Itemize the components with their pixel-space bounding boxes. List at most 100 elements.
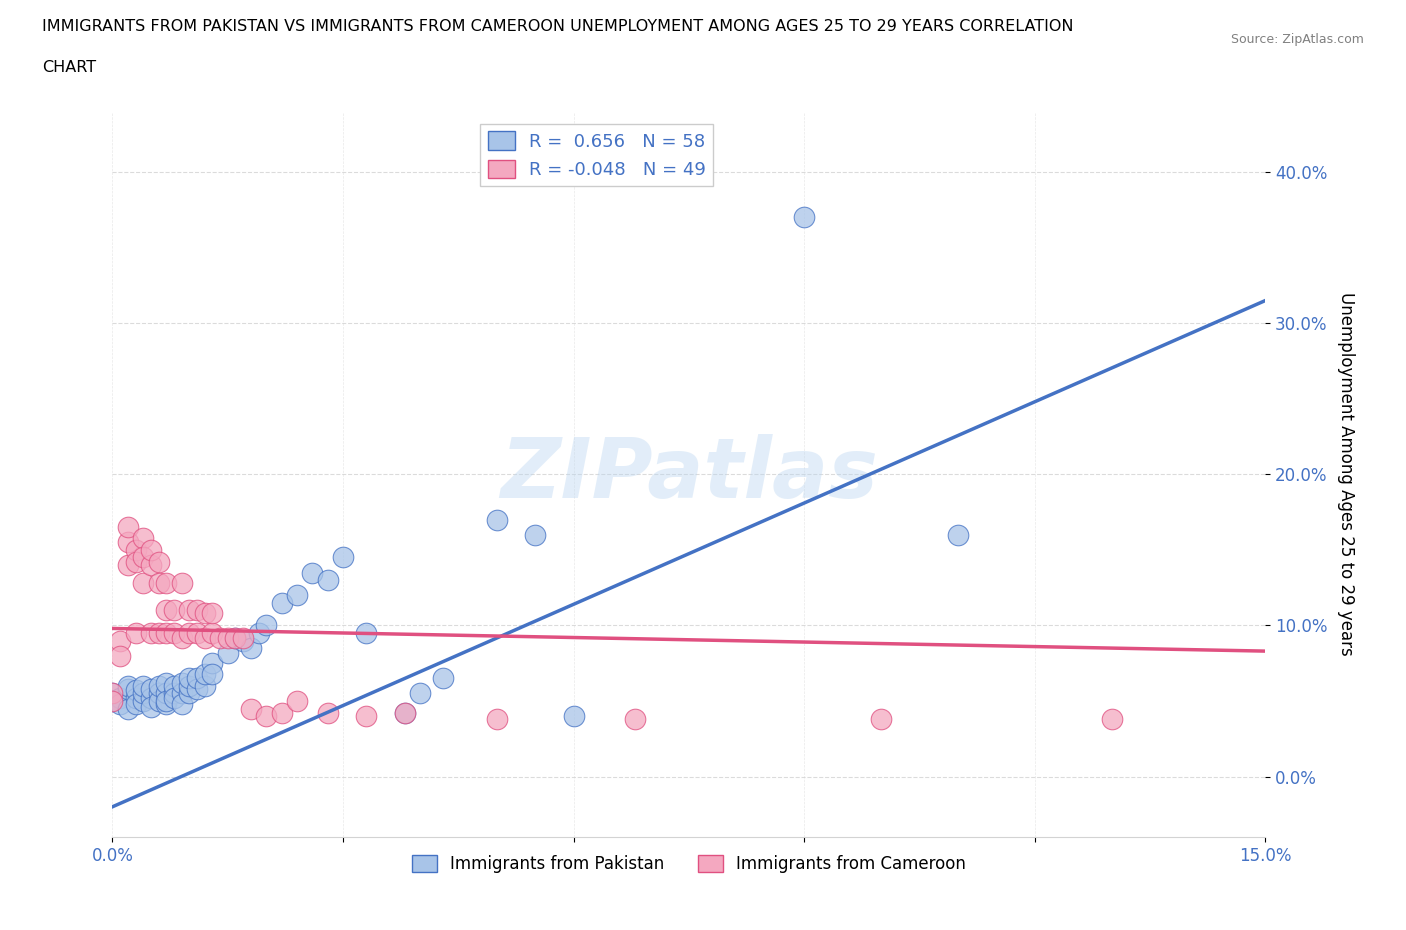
Point bbox=[524, 527, 547, 542]
Point bbox=[117, 682, 139, 697]
Point bbox=[270, 706, 292, 721]
Point bbox=[163, 603, 186, 618]
Point bbox=[232, 631, 254, 645]
Point bbox=[108, 690, 131, 706]
Point bbox=[155, 626, 177, 641]
Point bbox=[301, 565, 323, 580]
Point bbox=[132, 694, 155, 709]
Point bbox=[209, 631, 232, 645]
Point bbox=[117, 701, 139, 716]
Y-axis label: Unemployment Among Ages 25 to 29 years: Unemployment Among Ages 25 to 29 years bbox=[1337, 292, 1355, 657]
Point bbox=[139, 690, 162, 706]
Point bbox=[285, 694, 308, 709]
Point bbox=[139, 626, 162, 641]
Point bbox=[124, 683, 146, 698]
Point bbox=[148, 694, 170, 709]
Point bbox=[194, 679, 217, 694]
Point bbox=[201, 666, 224, 681]
Point bbox=[201, 606, 224, 621]
Point bbox=[217, 631, 239, 645]
Point bbox=[148, 679, 170, 694]
Point bbox=[108, 697, 131, 711]
Point bbox=[170, 631, 193, 645]
Text: CHART: CHART bbox=[42, 60, 96, 75]
Point bbox=[270, 595, 292, 610]
Text: Source: ZipAtlas.com: Source: ZipAtlas.com bbox=[1230, 33, 1364, 46]
Point bbox=[139, 558, 162, 573]
Point bbox=[124, 542, 146, 557]
Point bbox=[117, 520, 139, 535]
Point bbox=[139, 542, 162, 557]
Point bbox=[124, 626, 146, 641]
Point bbox=[170, 686, 193, 701]
Point bbox=[155, 694, 177, 709]
Point bbox=[316, 573, 339, 588]
Point bbox=[124, 554, 146, 569]
Point bbox=[186, 603, 208, 618]
Point bbox=[1101, 711, 1123, 726]
Point bbox=[101, 686, 124, 701]
Point bbox=[793, 210, 815, 225]
Point bbox=[394, 706, 416, 721]
Point bbox=[108, 648, 131, 663]
Point bbox=[132, 686, 155, 701]
Point bbox=[155, 675, 177, 690]
Point bbox=[179, 671, 201, 685]
Point bbox=[239, 641, 262, 656]
Point bbox=[332, 550, 354, 565]
Point bbox=[132, 550, 155, 565]
Legend: Immigrants from Pakistan, Immigrants from Cameroon: Immigrants from Pakistan, Immigrants fro… bbox=[405, 848, 973, 880]
Point bbox=[201, 626, 224, 641]
Point bbox=[124, 690, 146, 706]
Point bbox=[432, 671, 454, 685]
Point bbox=[946, 527, 969, 542]
Point bbox=[870, 711, 893, 726]
Point bbox=[232, 633, 254, 648]
Point bbox=[316, 706, 339, 721]
Point bbox=[186, 682, 208, 697]
Point bbox=[163, 686, 186, 701]
Point bbox=[179, 603, 201, 618]
Point bbox=[194, 666, 217, 681]
Point bbox=[485, 711, 508, 726]
Point bbox=[170, 576, 193, 591]
Point bbox=[163, 626, 186, 641]
Point bbox=[624, 711, 647, 726]
Point bbox=[562, 709, 585, 724]
Point bbox=[155, 686, 177, 701]
Point bbox=[179, 626, 201, 641]
Point bbox=[148, 554, 170, 569]
Point bbox=[354, 709, 377, 724]
Point bbox=[409, 686, 432, 701]
Point bbox=[139, 682, 162, 697]
Point bbox=[132, 530, 155, 545]
Point bbox=[124, 697, 146, 711]
Point bbox=[117, 535, 139, 550]
Point bbox=[170, 697, 193, 711]
Point bbox=[239, 701, 262, 716]
Point bbox=[101, 694, 124, 709]
Point bbox=[139, 699, 162, 714]
Point bbox=[148, 686, 170, 701]
Point bbox=[186, 671, 208, 685]
Point bbox=[108, 633, 131, 648]
Point bbox=[201, 656, 224, 671]
Point bbox=[217, 645, 239, 660]
Point bbox=[194, 606, 217, 621]
Point bbox=[247, 626, 270, 641]
Point bbox=[155, 603, 177, 618]
Point bbox=[224, 631, 246, 645]
Point bbox=[101, 686, 124, 701]
Point bbox=[285, 588, 308, 603]
Point bbox=[194, 631, 217, 645]
Point bbox=[485, 512, 508, 527]
Point bbox=[179, 686, 201, 701]
Point bbox=[254, 709, 277, 724]
Text: ZIPatlas: ZIPatlas bbox=[501, 433, 877, 515]
Point bbox=[394, 706, 416, 721]
Point bbox=[148, 576, 170, 591]
Point bbox=[170, 675, 193, 690]
Point bbox=[132, 679, 155, 694]
Point bbox=[155, 576, 177, 591]
Point bbox=[224, 631, 246, 645]
